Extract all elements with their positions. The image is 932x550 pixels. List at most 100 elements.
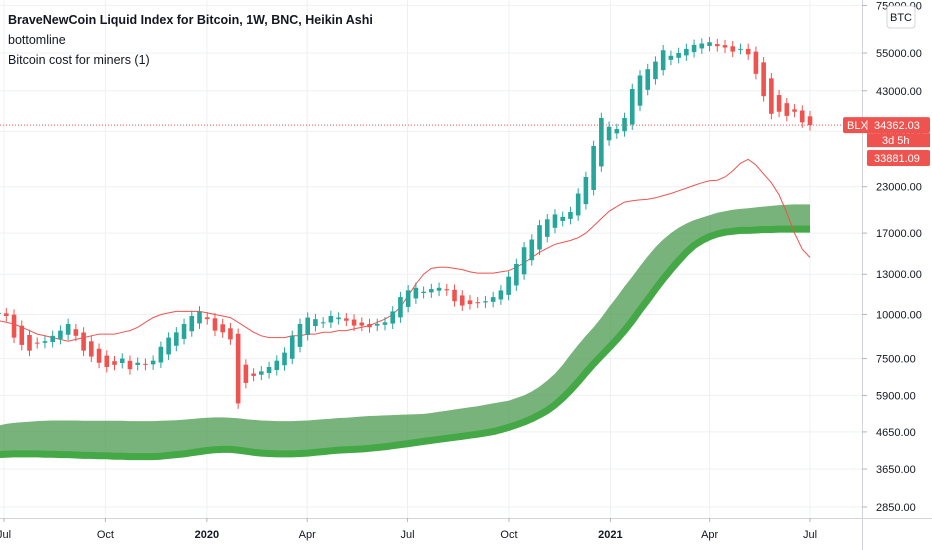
candle (560, 211, 566, 227)
candle (761, 57, 766, 102)
candle (143, 358, 148, 371)
candle (738, 43, 743, 55)
candle (220, 319, 225, 338)
y-tick-label: 17000.00 (876, 228, 922, 240)
candle-body (452, 289, 457, 302)
indicator-bottomline-label[interactable]: bottomline (8, 33, 66, 47)
candle (251, 368, 256, 382)
bottomline-lower-edge (0, 225, 810, 461)
candle (351, 314, 357, 332)
candle (313, 313, 318, 332)
candle (305, 312, 310, 341)
candle (127, 355, 133, 375)
candle (799, 105, 805, 128)
candle-body (34, 342, 40, 344)
candle-body (730, 46, 736, 52)
candle (197, 306, 202, 329)
candle-body (282, 352, 287, 366)
candle (529, 234, 535, 266)
candle (714, 38, 720, 52)
currency-badge-box (886, 5, 916, 29)
candle (50, 330, 55, 348)
indicator-cost-label[interactable]: Bitcoin cost for miners (1) (8, 53, 150, 67)
candle (266, 361, 272, 379)
candle-body (560, 216, 566, 221)
y-tick-label: 10000.00 (876, 309, 922, 321)
candle (320, 317, 326, 329)
candle (653, 56, 658, 85)
bottomline-band (0, 204, 810, 461)
candle-body (73, 329, 79, 336)
candle-body (413, 287, 419, 299)
candle (112, 355, 117, 371)
candle (459, 290, 465, 311)
candle-body (514, 263, 519, 286)
candle-body (150, 360, 156, 365)
candle (174, 327, 179, 352)
candle (235, 328, 241, 409)
x-tick-label: 2020 (195, 529, 219, 541)
cost-tag-value: 33881.09 (874, 153, 920, 165)
candle-body (506, 276, 511, 295)
x-tick-label: Oct (97, 529, 114, 541)
candle-body (81, 332, 86, 351)
price-tag-box (843, 117, 930, 134)
candle (506, 271, 511, 301)
y-tick-label: 43000.00 (876, 86, 922, 98)
candle-body (166, 337, 171, 355)
candle-body (297, 323, 303, 347)
candle-body (599, 118, 604, 167)
candle (374, 318, 380, 332)
currency-badge[interactable]: BTC (886, 5, 916, 29)
candle-body (359, 322, 365, 326)
candle-body (707, 42, 712, 46)
candle-body (398, 297, 403, 318)
candle (166, 332, 171, 360)
symbol-title[interactable]: BraveNewCoin Liquid Index for Bitcoin, 1… (8, 13, 373, 27)
candle-body (738, 48, 743, 50)
candle (776, 89, 782, 118)
candle-body (289, 335, 295, 359)
time-axis[interactable]: Jul Oct 2020 Apr Jul Oct 2021 Apr Jul (0, 518, 817, 541)
candle (544, 214, 550, 243)
y-tick-label: 55000.00 (876, 48, 922, 60)
candle-body (367, 324, 372, 328)
candle-body (19, 325, 25, 345)
countdown-text: 3d 5h (882, 135, 910, 147)
x-tick-label: Jul (401, 529, 415, 541)
candle (444, 283, 450, 296)
candle (228, 322, 233, 345)
candle-body (320, 322, 326, 324)
candle (745, 43, 751, 60)
candle-body (197, 311, 202, 324)
x-tick-label: Apr (701, 529, 718, 541)
candle-body (382, 322, 388, 325)
candle-body (591, 145, 596, 190)
candle (212, 312, 218, 337)
candle-body (521, 247, 527, 275)
candle (367, 318, 372, 333)
candle-body (50, 335, 55, 343)
candle-body (204, 317, 210, 320)
y-tick-label: 23000.00 (876, 182, 922, 194)
x-tick-label: Jul (0, 529, 11, 541)
candle-body (498, 290, 504, 300)
price-tag-symbol: BLX (847, 120, 868, 132)
y-tick-label: 5900.00 (876, 390, 916, 402)
candle-body (405, 290, 411, 307)
candle (645, 63, 651, 96)
candle (413, 282, 419, 304)
candle (58, 325, 63, 345)
candle-body (769, 78, 774, 114)
candle (27, 329, 32, 357)
candle-body (606, 126, 612, 141)
candle (73, 323, 79, 342)
candle-body (119, 358, 125, 364)
candle (792, 104, 797, 118)
candle-body (189, 316, 195, 332)
candle-body (552, 214, 558, 228)
candle-body (676, 53, 681, 58)
candle-body (537, 225, 542, 250)
